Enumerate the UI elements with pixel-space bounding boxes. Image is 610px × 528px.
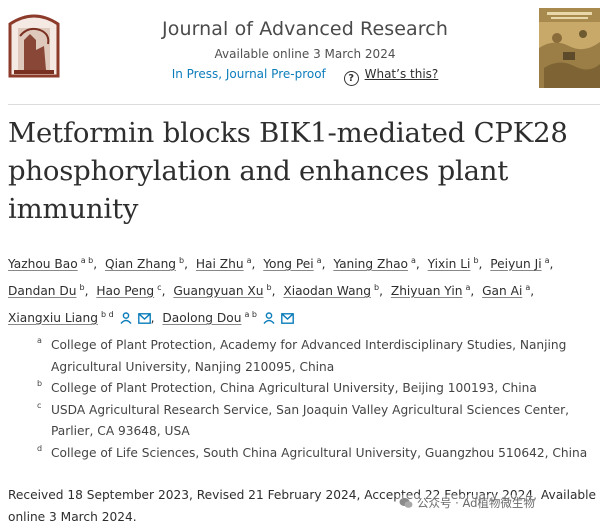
article-history: Received 18 September 2023, Revised 21 F… xyxy=(8,488,597,524)
author-separator: , xyxy=(478,257,487,271)
author-separator: , xyxy=(271,284,280,298)
author-item: Yazhou Bao a b xyxy=(8,256,94,271)
affiliation-marker: d xyxy=(37,443,43,453)
affiliation-marker: a xyxy=(37,336,42,345)
author-affiliation-marker[interactable]: a xyxy=(465,283,471,292)
affiliation-item: b College of Plant Protection, China Agri… xyxy=(37,378,597,400)
author-affiliation-marker[interactable]: c xyxy=(157,283,162,292)
author-item: Dandan Du b xyxy=(8,283,85,298)
affiliation-item: a College of Plant Protection, Academy fo… xyxy=(37,335,597,378)
author-item: Xiangxiu Liang b d xyxy=(8,310,151,325)
person-icon[interactable] xyxy=(263,312,275,324)
author-separator: , xyxy=(93,257,101,271)
author-item: Hai Zhu a xyxy=(195,256,252,271)
watermark: 公众号 · Ad植物微生物 xyxy=(396,495,538,511)
author-affiliation-marker[interactable]: b xyxy=(266,283,272,292)
question-mark-icon[interactable]: ? xyxy=(343,71,359,86)
author-affiliation-marker[interactable]: a b xyxy=(80,256,94,265)
affiliation-text: College of Plant Protection, Academy for… xyxy=(51,338,567,374)
author-item: Qian Zhang b xyxy=(104,256,185,271)
person-icon[interactable] xyxy=(120,312,132,324)
affiliation-marker: b xyxy=(37,379,43,388)
wechat-icon xyxy=(399,498,413,508)
journal-cover-image[interactable] xyxy=(539,8,600,88)
author-name-link[interactable]: Qian Zhang xyxy=(104,257,177,271)
author-item: Yixin Li b xyxy=(427,256,479,271)
affiliation-list: a College of Plant Protection, Academy fo… xyxy=(37,335,597,464)
publisher-logo[interactable] xyxy=(6,6,62,80)
author-separator: , xyxy=(379,284,387,298)
author-name-link[interactable]: Guangyuan Xu xyxy=(173,284,264,298)
author-affiliation-marker[interactable]: a xyxy=(316,256,322,265)
author-separator: , xyxy=(549,257,554,271)
affiliation-text: College of Plant Protection, China Agric… xyxy=(51,381,537,395)
author-name-link[interactable]: Peiyun Ji xyxy=(490,257,542,271)
author-item: Hao Peng c xyxy=(96,283,162,298)
affiliation-item: d College of Life Sciences, South China A… xyxy=(37,443,597,465)
available-online-date: Available online 3 March 2024 xyxy=(214,47,396,61)
author-item: Peiyun Ji a xyxy=(490,256,550,271)
author-name-link[interactable]: Yaning Zhao xyxy=(333,257,408,271)
journal-header: Journal of Advanced Research Available o… xyxy=(0,0,610,104)
author-affiliation-marker[interactable]: b xyxy=(473,256,479,265)
author-affiliation-marker[interactable]: b d xyxy=(100,310,114,319)
affiliation-marker: c xyxy=(37,400,42,410)
mail-icon[interactable] xyxy=(281,313,294,324)
journal-title-link[interactable]: Journal of Advanced Research xyxy=(162,18,448,40)
author-name-link[interactable]: Gan Ai xyxy=(482,284,523,298)
author-item: Xiaodan Wang b xyxy=(283,283,380,298)
article-status-row: In Press, Journal Pre-proof ? What’s this… xyxy=(0,67,610,86)
author-affiliation-marker[interactable]: a b xyxy=(244,310,258,319)
article-status-link[interactable]: In Press, Journal Pre-proof xyxy=(171,67,326,81)
author-affiliation-marker[interactable]: b xyxy=(79,283,85,292)
author-affiliation-marker[interactable]: a xyxy=(411,256,416,265)
affiliation-text: USDA Agricultural Research Service, San … xyxy=(51,402,569,439)
whats-this-link[interactable]: What’s this? xyxy=(364,67,439,81)
author-item: Zhiyuan Yin a xyxy=(390,283,471,298)
author-item: Daolong Dou a b xyxy=(162,310,294,325)
author-name-link[interactable]: Yazhou Bao xyxy=(8,257,78,271)
header-divider xyxy=(8,104,600,105)
author-item: Gan Ai a xyxy=(482,283,531,298)
author-item: Yaning Zhao a xyxy=(333,256,416,271)
author-separator: , xyxy=(184,257,192,271)
author-affiliation-marker[interactable]: a xyxy=(246,256,252,265)
author-separator: , xyxy=(84,284,93,298)
author-separator: , xyxy=(251,257,260,271)
author-affiliation-marker[interactable]: a xyxy=(544,256,550,265)
author-name-link[interactable]: Dandan Du xyxy=(8,284,77,298)
author-item: Guangyuan Xu b xyxy=(173,283,272,298)
journal-title[interactable]: Journal of Advanced Research xyxy=(0,18,610,40)
author-separator: , xyxy=(150,311,159,325)
author-list: Yazhou Bao a b, Qian Zhang b, Hai Zhu a, Yo… xyxy=(8,249,603,330)
article-title: Metformin blocks BIK1-mediated CPK28 pho… xyxy=(8,117,568,225)
affiliation-text: College of Life Sciences, South China Ag… xyxy=(51,445,588,460)
author-separator: , xyxy=(321,257,330,271)
author-name-link[interactable]: Daolong Dou xyxy=(162,311,242,325)
author-separator: , xyxy=(161,284,170,298)
author-affiliation-marker[interactable]: b xyxy=(374,283,380,292)
author-affiliation-marker[interactable]: b xyxy=(179,256,185,265)
author-separator: , xyxy=(470,284,479,298)
author-separator: , xyxy=(415,257,424,271)
affiliation-item: c USDA Agricultural Research Service, San… xyxy=(37,400,597,443)
author-separator: , xyxy=(530,284,535,298)
mail-icon[interactable] xyxy=(137,313,151,324)
author-name-link[interactable]: Hao Peng xyxy=(96,284,155,298)
author-name-link[interactable]: Xiaodan Wang xyxy=(283,284,372,298)
author-name-link[interactable]: Yong Pei xyxy=(263,257,314,271)
author-name-link[interactable]: Zhiyuan Yin xyxy=(390,284,463,298)
author-item: Yong Pei a xyxy=(263,256,322,271)
author-name-link[interactable]: Xiangxiu Liang xyxy=(8,311,98,325)
author-name-link[interactable]: Hai Zhu xyxy=(195,257,244,271)
watermark-text: 公众号 · Ad植物微生物 xyxy=(417,496,535,510)
author-affiliation-marker[interactable]: a xyxy=(525,283,531,292)
author-name-link[interactable]: Yixin Li xyxy=(427,257,471,271)
